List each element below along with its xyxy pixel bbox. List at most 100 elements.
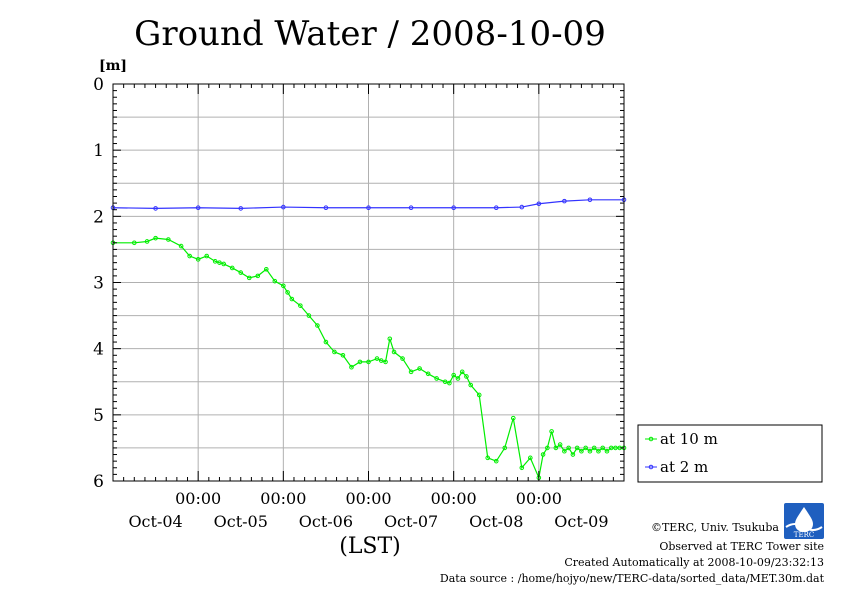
- series-0-point: [387, 336, 393, 342]
- y-tick-label: 5: [93, 406, 104, 426]
- series-0-point: [566, 445, 571, 451]
- series-1-point: [519, 204, 525, 210]
- series-0-point: [417, 366, 422, 371]
- legend-marker-at-2m: [648, 464, 654, 470]
- series-0-point: [306, 313, 312, 318]
- series-0-point: [570, 452, 576, 457]
- series-0-point: [246, 275, 252, 281]
- series-0-point: [264, 266, 269, 272]
- series-1-point: [238, 206, 244, 211]
- series-0-point: [468, 382, 474, 388]
- y-tick-label: 4: [93, 340, 104, 360]
- series-0-point: [545, 445, 550, 451]
- series-0-point: [378, 358, 384, 363]
- series-0-point: [383, 359, 388, 365]
- series-1-point: [587, 197, 593, 203]
- logo-text: TERC: [794, 531, 814, 539]
- series-0-point: [485, 455, 491, 461]
- x-tick-date-label: Oct-06: [299, 512, 353, 531]
- series-0-point: [591, 445, 597, 451]
- copyright-text: ©TERC, Univ. Tsukuba: [651, 521, 779, 534]
- series-0-point: [510, 415, 516, 421]
- series-0-point: [212, 259, 218, 264]
- series-1-point: [536, 201, 542, 207]
- series-1-point: [408, 205, 414, 211]
- series-0-point: [298, 303, 303, 308]
- x-tick-date-label: Oct-07: [384, 512, 438, 531]
- series-0-point: [549, 429, 554, 434]
- series-0-point: [187, 253, 192, 259]
- series-0-point: [455, 376, 461, 381]
- series-0-point: [195, 257, 201, 262]
- x-tick-time-label: 00:00: [175, 489, 221, 508]
- series-0-point: [357, 359, 363, 365]
- wave-icon: [785, 523, 823, 531]
- series-0-point: [442, 379, 448, 385]
- x-tick-date-label: Oct-04: [128, 512, 182, 531]
- series-0-point: [289, 296, 295, 302]
- axis-ticks: 0 1 2 3 4 5 6 00:00 Oct-04 00:00 Oct-05 00:00 Oct-06…: [93, 75, 625, 531]
- legend-label-at-10m: at 10 m: [660, 430, 718, 448]
- series-0-point: [217, 260, 222, 265]
- y-tick-label: 6: [93, 472, 104, 492]
- series-0-point: [447, 380, 452, 386]
- series-0-point: [553, 445, 559, 451]
- series-0-point: [408, 369, 414, 375]
- x-tick-time-label: 00:00: [516, 489, 562, 508]
- series-0-point: [493, 458, 499, 464]
- x-tick-time-label: 00:00: [431, 489, 477, 508]
- series-0-point: [608, 445, 614, 451]
- series-0-point: [596, 448, 601, 454]
- legend: at 10 m at 2 m: [637, 424, 823, 483]
- y-tick-label: 1: [93, 141, 104, 161]
- series-0-point: [557, 442, 563, 447]
- series-0-point: [583, 445, 588, 451]
- series-1-point: [323, 205, 329, 211]
- series-0-point: [204, 253, 209, 259]
- legend-box: [637, 424, 823, 483]
- series-0-point: [434, 376, 439, 381]
- series-0-point: [229, 265, 235, 271]
- series-0-point: [178, 243, 184, 249]
- series-0-point: [600, 445, 606, 451]
- series-0-point: [340, 352, 346, 358]
- series-0-point: [459, 369, 465, 375]
- series-1-point: [366, 205, 371, 211]
- legend-marker-at-10m: [648, 436, 654, 442]
- y-tick-label: 3: [93, 274, 104, 294]
- series-0-point: [238, 270, 244, 275]
- series-0-point: [464, 374, 469, 379]
- series-1-point: [451, 205, 456, 211]
- series-0-point: [604, 448, 610, 454]
- series-0-point: [374, 356, 380, 361]
- series-0-point: [153, 235, 158, 241]
- chart-title: Ground Water / 2008-10-09: [134, 14, 606, 54]
- series-0-point: [587, 448, 593, 454]
- x-tick-time-label: 00:00: [260, 489, 306, 508]
- series-1-point: [281, 204, 286, 210]
- created-text: Created Automatically at 2008-10-09/23:3…: [564, 556, 824, 569]
- series-0-point: [315, 323, 320, 328]
- x-tick-time-label: 00:00: [345, 489, 391, 508]
- series-0-point: [332, 349, 337, 355]
- series-0-point: [391, 349, 397, 355]
- series-0-point: [400, 356, 405, 361]
- series-0-point: [166, 237, 171, 242]
- x-tick-date-label: Oct-05: [214, 512, 268, 531]
- series-0-point: [574, 445, 580, 451]
- series-line-1: [112, 199, 624, 209]
- series-1-point: [195, 205, 201, 211]
- series-0-point: [562, 448, 567, 454]
- terc-logo: TERC: [784, 503, 824, 539]
- series-0-point: [519, 465, 525, 471]
- series-0-point: [425, 371, 431, 377]
- series-0-point: [285, 290, 290, 295]
- series-0-point: [255, 273, 261, 279]
- grid-lines: [113, 84, 624, 481]
- series-0-point: [613, 445, 618, 451]
- y-axis-unit-label: [m]: [99, 58, 127, 74]
- series-0-point: [281, 283, 286, 289]
- x-axis-label: (LST): [339, 534, 401, 559]
- series-0-point: [323, 339, 329, 345]
